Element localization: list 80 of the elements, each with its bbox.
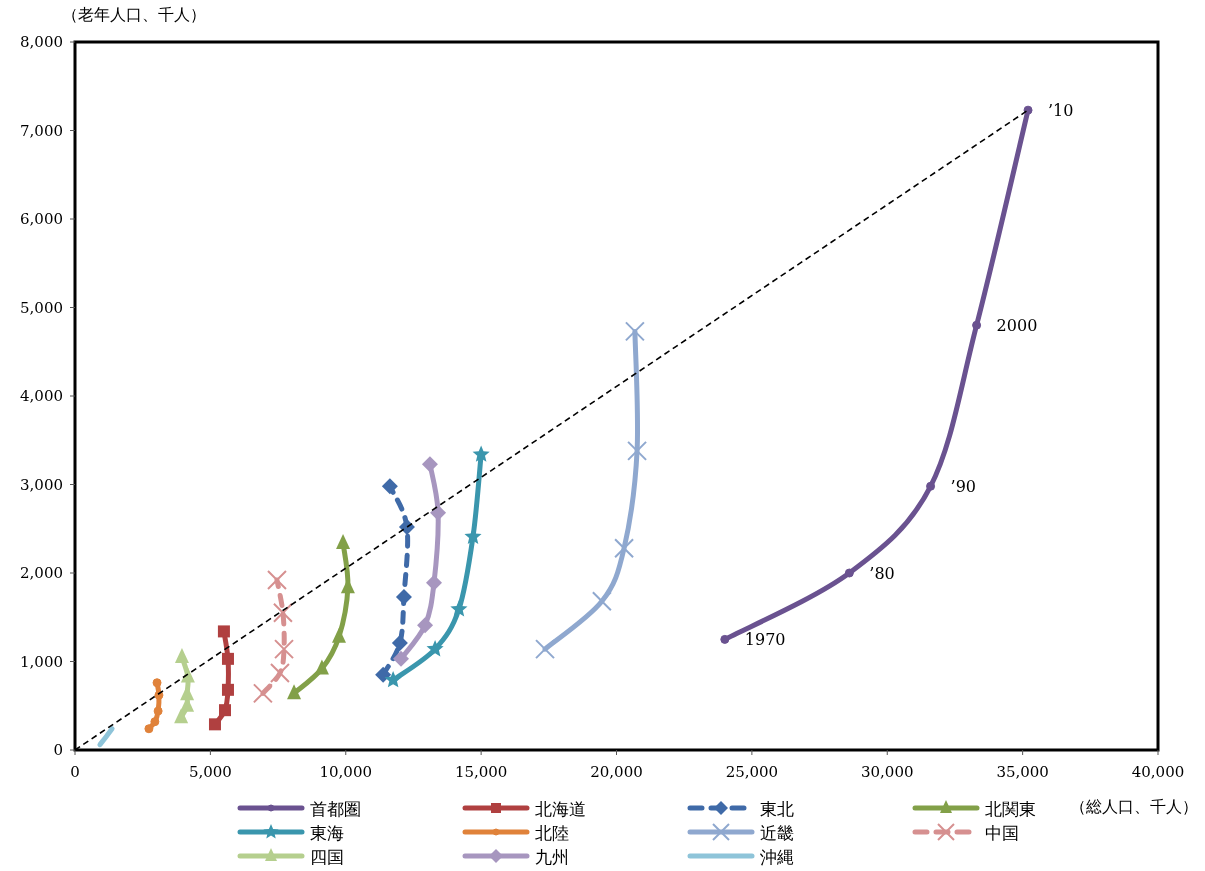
y-tick-label: 4,000 xyxy=(20,387,63,405)
point xyxy=(624,321,645,342)
annotation: 2000 xyxy=(996,316,1038,336)
point xyxy=(219,704,231,717)
point xyxy=(384,671,402,688)
y-tick-label: 0 xyxy=(53,741,63,759)
x-tick-label: 15,000 xyxy=(454,763,508,781)
point xyxy=(375,666,392,683)
y-tick-label: 7,000 xyxy=(20,121,63,140)
point xyxy=(174,708,189,724)
point xyxy=(272,602,293,623)
x-tick-label: 20,000 xyxy=(590,763,643,781)
legend-label: 東北 xyxy=(760,799,794,819)
point xyxy=(174,648,189,664)
point xyxy=(153,706,163,716)
x-tick-label: 0 xyxy=(70,763,80,781)
point xyxy=(150,717,160,727)
y-tick-label: 3,000 xyxy=(20,475,63,494)
point xyxy=(144,724,154,734)
x-tick-label: 40,000 xyxy=(1131,763,1185,781)
legend-label: 九州 xyxy=(535,847,569,867)
legend-label: 北関東 xyxy=(985,799,1036,819)
legend-label: 首都圏 xyxy=(310,799,361,819)
point xyxy=(627,440,648,461)
x-tick-label: 25,000 xyxy=(725,763,779,781)
annotation: ’90 xyxy=(950,477,977,497)
point xyxy=(426,574,443,591)
x-tick-label: 10,000 xyxy=(319,763,372,781)
x-tick-label: 30,000 xyxy=(861,763,914,781)
point xyxy=(926,481,936,491)
point xyxy=(844,568,854,578)
point xyxy=(1023,105,1033,115)
point xyxy=(535,639,556,660)
point xyxy=(381,478,398,495)
x-tick-label: 5,000 xyxy=(188,763,232,781)
point xyxy=(450,600,468,617)
point xyxy=(972,320,982,330)
y-tick-label: 1,000 xyxy=(20,652,63,671)
point xyxy=(472,445,490,462)
point xyxy=(398,518,415,535)
point xyxy=(221,652,234,665)
annotation: ’80 xyxy=(869,564,895,583)
legend-label: 東海 xyxy=(310,823,344,843)
point xyxy=(331,627,346,643)
point xyxy=(208,718,221,731)
point xyxy=(287,684,302,700)
point xyxy=(221,683,234,696)
point xyxy=(591,591,612,612)
point xyxy=(392,650,409,667)
point xyxy=(426,640,444,657)
y-tick-label: 6,000 xyxy=(20,210,63,228)
point xyxy=(217,625,230,638)
point xyxy=(336,533,351,549)
y-tick-label: 2,000 xyxy=(20,564,63,582)
point xyxy=(274,639,295,660)
annotation: 1970 xyxy=(744,630,786,650)
y-tick-label: 8,000 xyxy=(20,33,63,51)
x-tick-label: 35,000 xyxy=(996,763,1049,781)
point xyxy=(180,667,195,683)
point xyxy=(152,678,162,688)
point xyxy=(417,617,434,634)
legend-label: 四国 xyxy=(310,847,344,867)
point xyxy=(314,659,329,675)
x-axis-title: （総人口、千人） xyxy=(1070,797,1198,816)
y-axis-title: （老年人口、千人） xyxy=(62,5,206,24)
point xyxy=(391,634,408,651)
annotation: ’10 xyxy=(1048,101,1074,121)
legend-label: 中国 xyxy=(985,823,1019,843)
point xyxy=(252,683,273,704)
point xyxy=(395,588,412,605)
legend-label: 北海道 xyxy=(535,799,586,819)
y-tick-label: 5,000 xyxy=(20,298,63,317)
point xyxy=(269,663,290,684)
point xyxy=(266,570,287,591)
legend-label: 沖縄 xyxy=(760,847,794,867)
point xyxy=(614,538,635,559)
legend-label: 近畿 xyxy=(760,823,794,843)
legend-label: 北陸 xyxy=(535,823,569,843)
point xyxy=(720,634,730,644)
point xyxy=(421,456,438,473)
